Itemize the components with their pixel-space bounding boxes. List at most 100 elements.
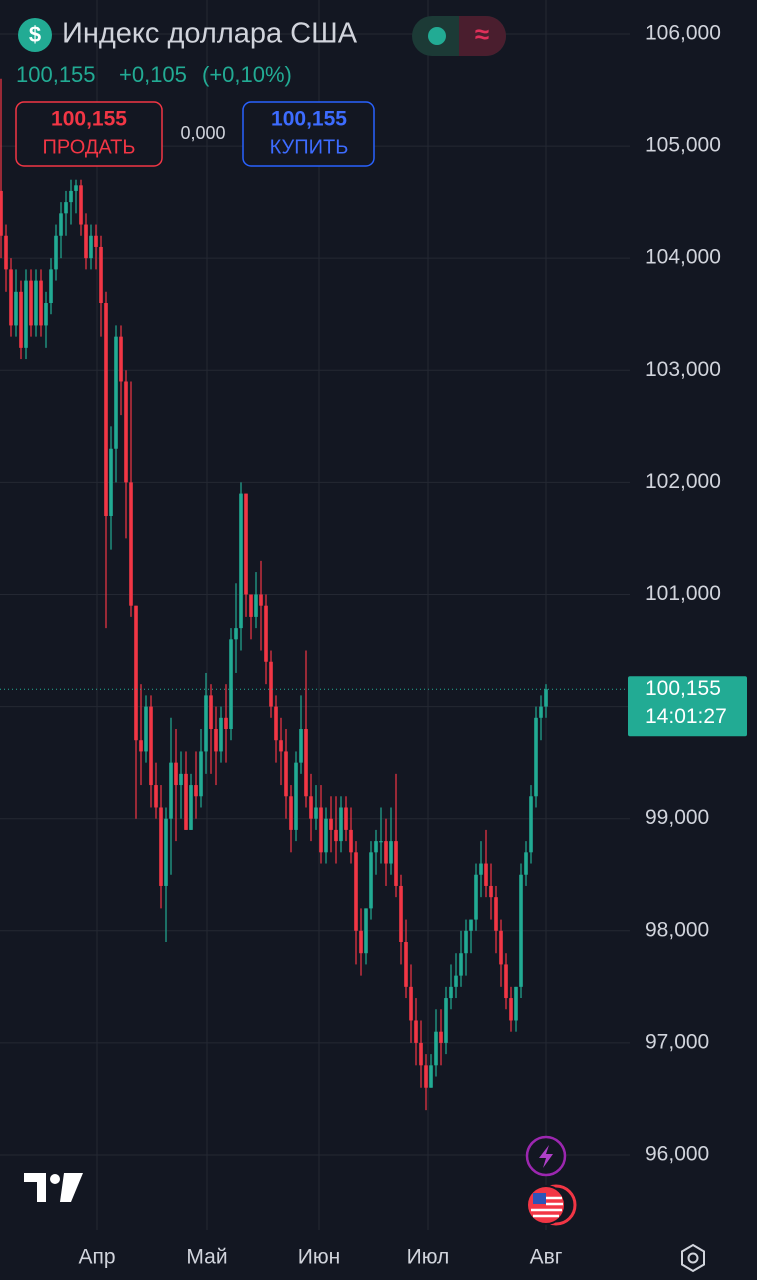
symbol-icon-text: $ <box>29 22 41 47</box>
candle-body <box>94 235 98 247</box>
candle-body <box>524 852 528 875</box>
candle-body <box>314 807 318 819</box>
x-tick-label: Июл <box>407 1246 450 1269</box>
y-tick-label: 98,000 <box>645 918 709 941</box>
candle-body <box>344 807 348 830</box>
candle-body <box>289 796 293 830</box>
candle-body <box>159 807 163 886</box>
y-tick-label: 104,000 <box>645 246 721 269</box>
candle-body <box>459 953 463 976</box>
candle-body <box>29 280 33 326</box>
candle-body <box>534 717 538 797</box>
last-price: 100,155 <box>16 62 96 87</box>
candle-body <box>309 796 313 819</box>
candle-body <box>294 762 298 830</box>
sell-button[interactable] <box>15 101 163 167</box>
price-change: +0,105 <box>119 62 187 87</box>
candle-body <box>394 841 398 886</box>
candle-body <box>149 706 153 786</box>
market-open-dot <box>428 27 446 45</box>
candle-body <box>99 246 103 304</box>
candle-body <box>259 594 263 606</box>
candle-body <box>359 930 363 954</box>
last-price-label: 100,155 <box>645 677 721 700</box>
x-tick-label: Апр <box>78 1246 115 1269</box>
candle-body <box>59 213 63 236</box>
candle-body <box>504 964 508 999</box>
candle-body <box>104 303 108 517</box>
candle-body <box>279 740 283 752</box>
last-price-box <box>628 676 747 737</box>
candle-body <box>164 818 168 886</box>
candle-body <box>89 235 93 259</box>
settings-icon-center <box>687 1252 699 1264</box>
sell-label: ПРОДАТЬ <box>42 136 135 158</box>
candle-body <box>34 280 38 326</box>
x-tick-label: Июн <box>298 1246 340 1269</box>
candle-body <box>509 998 513 1021</box>
candle-body <box>129 482 133 606</box>
candle-body <box>189 785 193 830</box>
candle-body <box>9 269 13 326</box>
candle-body <box>484 863 488 886</box>
candle-body <box>404 942 408 987</box>
candle-body <box>474 874 478 920</box>
candle-body <box>469 919 473 931</box>
candle-body <box>369 852 373 909</box>
candle-body <box>134 605 138 741</box>
candle-body <box>364 908 368 954</box>
x-tick-label: Авг <box>530 1246 563 1269</box>
candle-body <box>449 986 453 999</box>
candle-body <box>49 269 53 304</box>
candle-body <box>324 818 328 853</box>
candle-body <box>529 796 533 853</box>
candle-body <box>494 897 498 931</box>
candle-body <box>514 986 518 1021</box>
candle-body <box>499 930 503 965</box>
candle-body <box>489 885 493 898</box>
candle-body <box>219 717 223 752</box>
candle-body <box>414 1020 418 1043</box>
candle-body <box>434 1031 438 1066</box>
buy-button[interactable] <box>242 101 375 167</box>
candle-body <box>399 885 403 943</box>
y-tick-label: 102,000 <box>645 470 721 493</box>
lightning <box>539 1145 553 1168</box>
candle-body <box>539 706 543 718</box>
candle-body <box>254 594 258 617</box>
candle-body <box>74 185 78 191</box>
buy-price: 100,155 <box>271 108 347 131</box>
status-toggle-right <box>459 16 506 56</box>
price-change-pct: (+0,10%) <box>202 62 292 87</box>
candle-body <box>519 874 523 987</box>
candle-body <box>334 829 338 842</box>
candle-body <box>234 628 238 640</box>
candle-body <box>389 841 393 864</box>
candle-body <box>169 762 173 819</box>
candle-body <box>194 785 198 797</box>
y-tick-label: 103,000 <box>645 358 721 381</box>
candle-body <box>269 661 273 707</box>
candle-body <box>304 729 308 797</box>
symbol-title: Индекс доллара США <box>62 18 358 50</box>
candle-body <box>119 336 123 382</box>
candle-body <box>204 695 208 752</box>
candle-body <box>64 202 68 214</box>
settings-icon[interactable] <box>681 1243 705 1273</box>
candle-body <box>274 706 278 741</box>
candle-body <box>374 841 378 853</box>
candle-body <box>109 448 113 517</box>
candle-body <box>14 291 18 326</box>
candle-body <box>19 291 23 348</box>
y-tick-label: 106,000 <box>645 22 721 45</box>
candle-body <box>199 751 203 797</box>
candle-body <box>284 751 288 797</box>
candle-body <box>114 336 118 449</box>
candle-body <box>69 190 73 203</box>
candle-body <box>229 639 233 730</box>
candle-body <box>264 605 268 662</box>
mode-icon: ≈ <box>475 19 489 49</box>
